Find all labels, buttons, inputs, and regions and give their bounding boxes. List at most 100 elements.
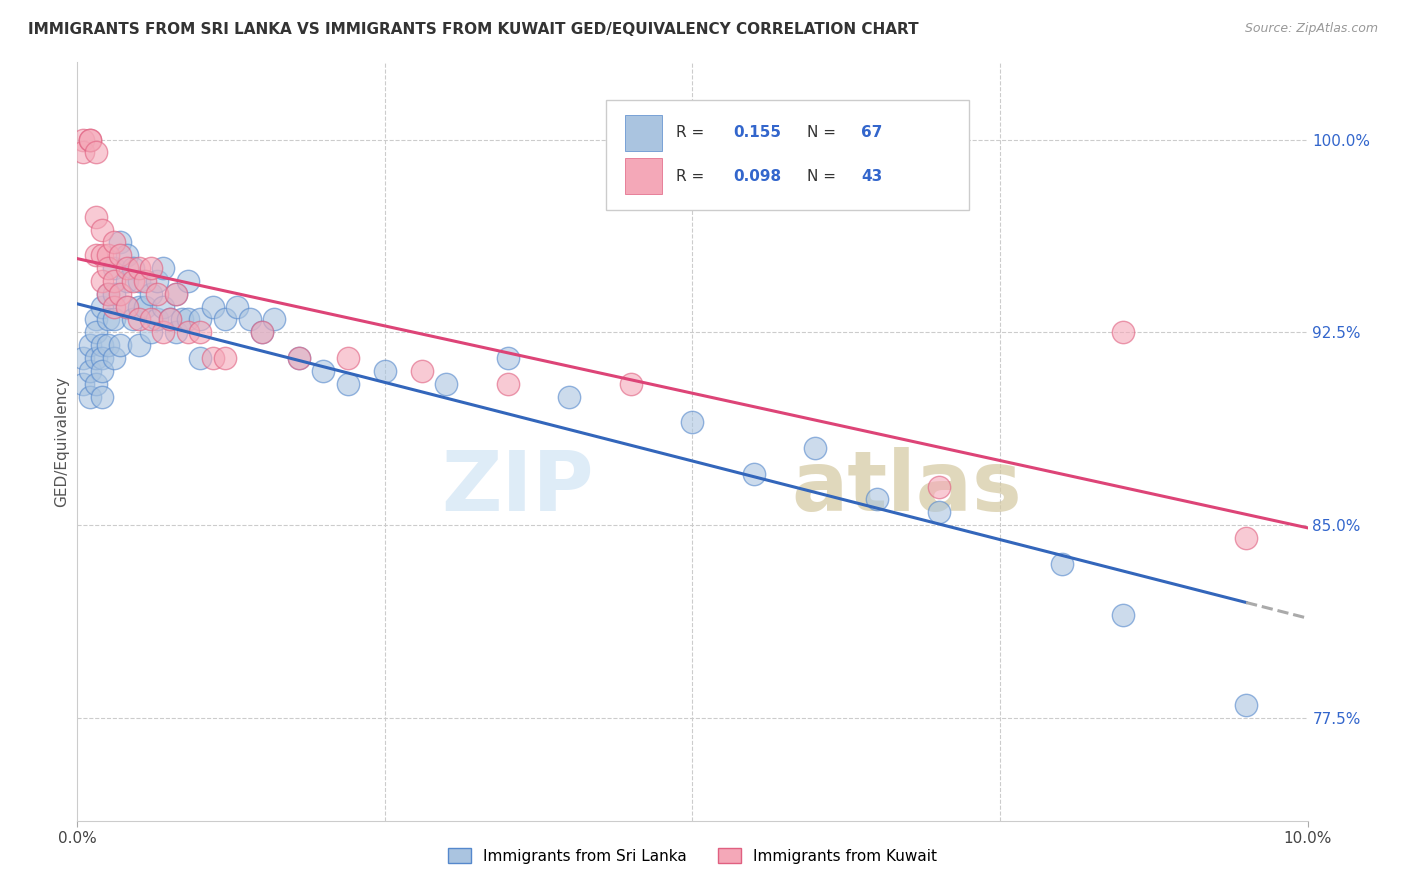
Point: [79, 132, 101, 146]
Point: [115, 300, 138, 314]
Point: [250, 326, 273, 340]
Point: [177, 312, 200, 326]
Point: [374, 364, 396, 378]
Point: [90, 300, 114, 314]
FancyBboxPatch shape: [624, 115, 662, 151]
Point: [90, 364, 114, 378]
Point: [97, 312, 120, 326]
FancyBboxPatch shape: [624, 158, 662, 194]
Point: [411, 364, 433, 378]
Point: [97, 286, 120, 301]
Point: [84, 145, 107, 160]
Point: [134, 300, 156, 314]
Text: R =: R =: [676, 169, 710, 184]
Point: [177, 274, 200, 288]
Point: [90, 274, 114, 288]
Point: [97, 261, 120, 276]
Point: [1234, 531, 1257, 545]
Point: [79, 132, 101, 146]
Point: [188, 312, 212, 326]
Point: [121, 312, 143, 326]
Point: [337, 351, 360, 365]
Point: [134, 274, 156, 288]
Point: [97, 338, 120, 352]
Point: [436, 376, 458, 391]
Point: [103, 300, 125, 314]
Point: [159, 312, 181, 326]
Point: [337, 376, 360, 391]
Y-axis label: GED/Equivalency: GED/Equivalency: [53, 376, 69, 507]
Point: [128, 300, 150, 314]
Point: [128, 261, 150, 276]
Point: [804, 441, 827, 455]
Text: IMMIGRANTS FROM SRI LANKA VS IMMIGRANTS FROM KUWAIT GED/EQUIVALENCY CORRELATION : IMMIGRANTS FROM SRI LANKA VS IMMIGRANTS …: [28, 22, 918, 37]
Point: [115, 300, 138, 314]
Point: [288, 351, 311, 365]
Point: [103, 286, 125, 301]
Text: 0.155: 0.155: [733, 126, 782, 140]
Point: [170, 312, 193, 326]
Point: [115, 248, 138, 262]
Point: [496, 351, 519, 365]
Text: Source: ZipAtlas.com: Source: ZipAtlas.com: [1244, 22, 1378, 36]
Text: N =: N =: [807, 126, 841, 140]
Text: R =: R =: [676, 126, 710, 140]
Point: [72, 132, 94, 146]
Point: [90, 390, 114, 404]
Point: [79, 338, 101, 352]
Point: [141, 326, 163, 340]
Point: [239, 312, 262, 326]
Point: [201, 300, 224, 314]
Point: [84, 326, 107, 340]
Text: 43: 43: [860, 169, 882, 184]
Point: [90, 338, 114, 352]
Point: [165, 286, 187, 301]
Point: [141, 312, 163, 326]
Point: [115, 274, 138, 288]
Point: [226, 300, 249, 314]
Point: [146, 274, 169, 288]
Text: ZIP: ZIP: [441, 447, 595, 527]
Point: [103, 274, 125, 288]
Text: 0.098: 0.098: [733, 169, 782, 184]
Point: [84, 248, 107, 262]
Point: [288, 351, 311, 365]
Point: [742, 467, 765, 481]
Point: [84, 312, 107, 326]
FancyBboxPatch shape: [606, 101, 969, 211]
Point: [928, 479, 950, 493]
Text: 67: 67: [860, 126, 883, 140]
Point: [128, 312, 150, 326]
Point: [103, 261, 125, 276]
Point: [110, 248, 132, 262]
Point: [90, 248, 114, 262]
Point: [97, 248, 120, 262]
Point: [146, 286, 169, 301]
Point: [152, 300, 174, 314]
Point: [141, 286, 163, 301]
Point: [79, 390, 101, 404]
Point: [159, 312, 181, 326]
Point: [928, 505, 950, 519]
Point: [141, 261, 163, 276]
Point: [165, 326, 187, 340]
Point: [866, 492, 889, 507]
Point: [496, 376, 519, 391]
Point: [1112, 326, 1135, 340]
Point: [152, 261, 174, 276]
Point: [128, 274, 150, 288]
Point: [263, 312, 285, 326]
Point: [558, 390, 581, 404]
Point: [103, 351, 125, 365]
Point: [214, 312, 236, 326]
Point: [110, 286, 132, 301]
Point: [79, 364, 101, 378]
Point: [214, 351, 236, 365]
Point: [72, 145, 94, 160]
Point: [110, 338, 132, 352]
Point: [121, 261, 143, 276]
Point: [103, 312, 125, 326]
Point: [103, 235, 125, 250]
Point: [90, 222, 114, 236]
Point: [121, 274, 143, 288]
